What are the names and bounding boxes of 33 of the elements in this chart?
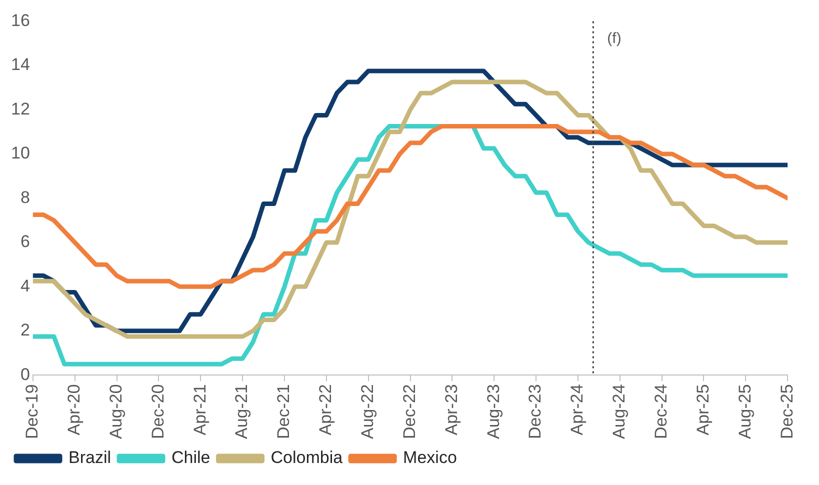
y-tick-label: 6 (20, 232, 30, 252)
x-tick-label: Dec-20 (148, 384, 168, 439)
x-tick-label: Apr-25 (693, 384, 712, 436)
legend-label: Chile (172, 448, 210, 468)
x-tick-label: Aug-22 (358, 384, 378, 440)
x-tick-label: Aug-24 (610, 384, 629, 440)
y-tick-label: 16 (10, 10, 30, 30)
y-tick-label: 14 (10, 55, 30, 74)
x-tick-label: Apr-23 (442, 384, 461, 436)
x-tick-label: Aug-20 (106, 384, 126, 440)
x-tick-label: Dec-21 (274, 384, 294, 439)
x-tick-label: Aug-21 (232, 384, 252, 440)
y-tick-label: 8 (20, 188, 30, 207)
y-tick-label: 12 (10, 99, 30, 118)
x-tick-label: Dec-25 (777, 384, 796, 439)
x-tick-label: Apr-21 (190, 384, 210, 436)
x-tick-label: Dec-24 (652, 384, 671, 439)
x-tick-label: Apr-22 (316, 384, 336, 436)
x-tick-label: Aug-23 (484, 384, 503, 440)
y-tick-label: 10 (10, 144, 30, 163)
legend-label: Brazil (68, 448, 112, 468)
x-tick-label: Dec-19 (22, 384, 42, 439)
legend-label: Colombia (270, 448, 344, 468)
legend-label: Mexico (403, 448, 457, 468)
x-tick-label: Aug-25 (735, 384, 754, 440)
y-tick-label: 0 (20, 364, 30, 384)
x-tick-label: Dec-23 (526, 384, 545, 439)
x-tick-label: Apr-24 (568, 384, 587, 436)
x-tick-label: Apr-20 (64, 384, 84, 436)
ref-line-label: (f) (607, 30, 622, 47)
x-tick-label: Dec-22 (400, 384, 419, 439)
y-tick-label: 4 (20, 276, 30, 296)
y-tick-label: 2 (20, 320, 30, 340)
